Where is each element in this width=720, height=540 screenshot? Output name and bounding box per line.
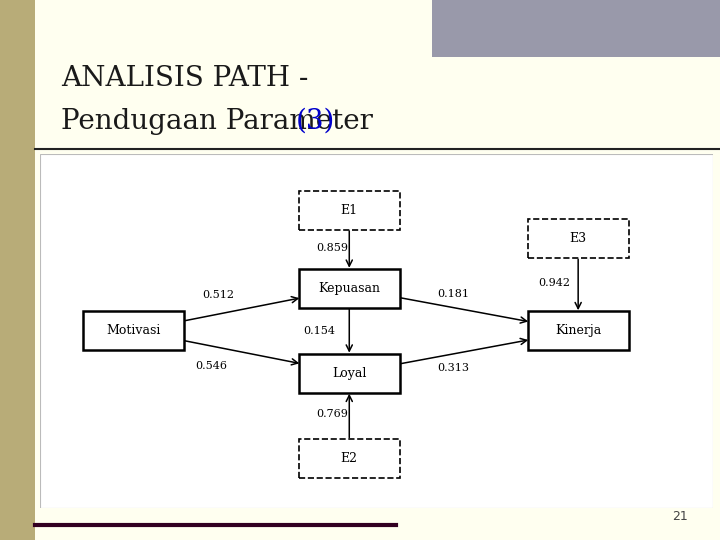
FancyBboxPatch shape [528,311,629,350]
Text: Kepuasan: Kepuasan [318,282,380,295]
Text: 0.769: 0.769 [317,409,348,419]
Text: 0.942: 0.942 [539,278,570,288]
Text: 21: 21 [672,510,688,523]
Text: Loyal: Loyal [332,367,366,380]
Text: 0.859: 0.859 [317,242,348,253]
Text: (3): (3) [296,108,336,135]
Text: 0.181: 0.181 [438,288,469,299]
Text: Kinerja: Kinerja [555,324,601,338]
Text: 0.154: 0.154 [303,326,335,336]
Text: E2: E2 [341,451,358,464]
Text: E3: E3 [570,232,587,245]
FancyBboxPatch shape [40,154,713,508]
Text: E1: E1 [341,204,358,217]
FancyBboxPatch shape [299,438,400,477]
Text: Pendugaan Parameter: Pendugaan Parameter [61,108,382,135]
Text: Motivasi: Motivasi [107,324,161,338]
FancyBboxPatch shape [84,311,184,350]
Text: ANALISIS PATH -: ANALISIS PATH - [61,65,309,92]
FancyBboxPatch shape [299,191,400,230]
Text: 0.546: 0.546 [195,361,228,371]
Text: 0.313: 0.313 [438,363,469,373]
Text: 0.512: 0.512 [202,291,234,300]
FancyBboxPatch shape [528,219,629,258]
FancyBboxPatch shape [299,354,400,393]
FancyBboxPatch shape [299,269,400,308]
